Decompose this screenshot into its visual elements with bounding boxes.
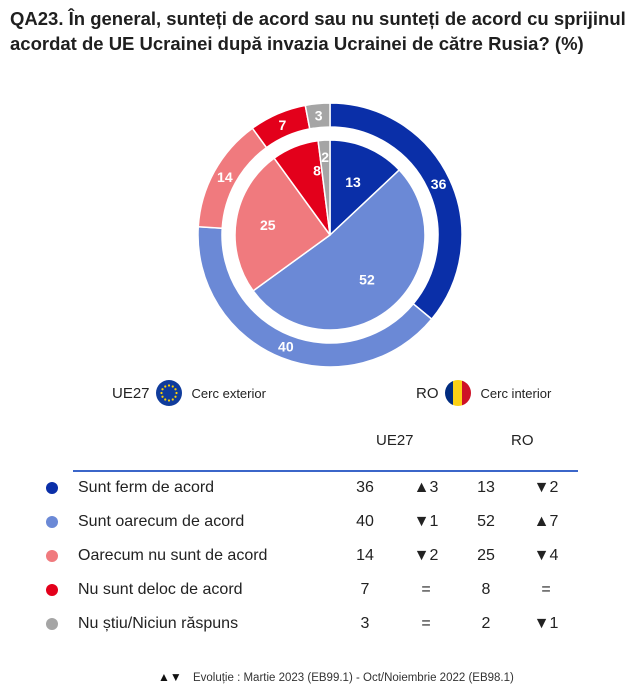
ue27-value: 36: [356, 479, 374, 496]
table-row: Nu știu/Niciun răspuns 3 = 2 ▼1: [0, 609, 640, 643]
row-label: Sunt ferm de acord: [78, 479, 215, 496]
ro-evolution: ▼1: [533, 615, 559, 632]
ue27-value: 14: [356, 547, 374, 564]
legend-outer-code: UE27: [112, 384, 150, 402]
chart-title: QA23. În general, sunteți de acord sau n…: [10, 8, 626, 54]
legend-dot-icon: [46, 550, 58, 562]
outer-data-label: 14: [217, 169, 233, 185]
row-label: Oarecum nu sunt de acord: [78, 547, 268, 564]
ro-value: 13: [477, 479, 495, 496]
inner-slice: [317, 139, 331, 236]
evolution-arrows-icon: ▲▼: [158, 670, 182, 684]
outer-data-label: 3: [315, 108, 323, 124]
legend-dot-icon: [46, 482, 58, 494]
column-header-ro: RO: [511, 432, 534, 449]
outer-data-label: 40: [278, 339, 294, 355]
column-header-ue27: UE27: [376, 432, 414, 449]
legend-inner-label: Cerc interior: [480, 385, 552, 401]
ro-evolution: ▼2: [533, 479, 559, 496]
inner-data-label: 52: [359, 272, 375, 288]
legend-dot-icon: [46, 516, 58, 528]
outer-data-label: 7: [278, 117, 286, 133]
outer-data-label: 36: [431, 176, 447, 192]
row-label: Nu sunt deloc de acord: [78, 581, 243, 598]
outer-slice: [304, 102, 331, 130]
row-label: Nu știu/Niciun răspuns: [78, 615, 239, 632]
ue27-evolution: ▼2: [413, 547, 439, 564]
ro-value: 2: [481, 615, 491, 632]
inner-slice: [234, 157, 332, 292]
ue27-value: 40: [356, 513, 374, 530]
footer-text: Evoluție : Martie 2023 (EB99.1) - Oct/No…: [192, 672, 514, 684]
ro-evolution: ▼4: [533, 547, 559, 564]
legend-dot-icon: [46, 584, 58, 596]
inner-data-label: 13: [345, 174, 361, 190]
ue27-value: 7: [360, 581, 370, 598]
inner-slice: [329, 139, 401, 237]
donut-chart: 36 40 14 7 3 13 52 25 82: [197, 102, 463, 368]
ro-flag-icon: [444, 380, 471, 406]
ue27-value: 3: [360, 615, 370, 632]
ro-value: 8: [481, 581, 491, 598]
legend-inner-code: RO: [416, 384, 439, 402]
table-row: Sunt oarecum de acord 40 ▼1 52 ▲7: [0, 507, 640, 541]
footer-note: ▲▼ Evoluție : Martie 2023 (EB99.1) - Oct…: [158, 670, 514, 684]
table-row: Nu sunt deloc de acord 7 = 8 =: [0, 575, 640, 609]
ro-evolution: ▲7: [533, 513, 559, 530]
ro-value: 52: [477, 513, 495, 530]
table-row: Oarecum nu sunt de acord 14 ▼2 25 ▼4: [0, 541, 640, 575]
legend-outer: UE27 Cerc exterior: [112, 380, 266, 406]
ue27-evolution: ▲3: [413, 479, 439, 496]
table-row: Sunt ferm de acord 36 ▲3 13 ▼2: [0, 473, 640, 507]
ue27-evolution: =: [421, 615, 431, 632]
inner-data-label: 2: [321, 149, 329, 165]
legend-dot-icon: [46, 618, 58, 630]
inner-slice: [252, 168, 426, 331]
inner-data-label: 25: [260, 217, 276, 233]
row-label: Sunt oarecum de acord: [78, 513, 245, 530]
ue27-evolution: =: [421, 581, 431, 598]
table-divider: [73, 470, 578, 472]
eu-flag-icon: [155, 380, 182, 406]
ro-evolution: =: [541, 581, 551, 598]
legend-outer-label: Cerc exterior: [191, 385, 266, 401]
ue27-evolution: ▼1: [413, 513, 439, 530]
inner-data-label: 8: [313, 162, 321, 178]
ro-value: 25: [477, 547, 495, 564]
legend-inner: RO Cerc interior: [416, 380, 551, 406]
